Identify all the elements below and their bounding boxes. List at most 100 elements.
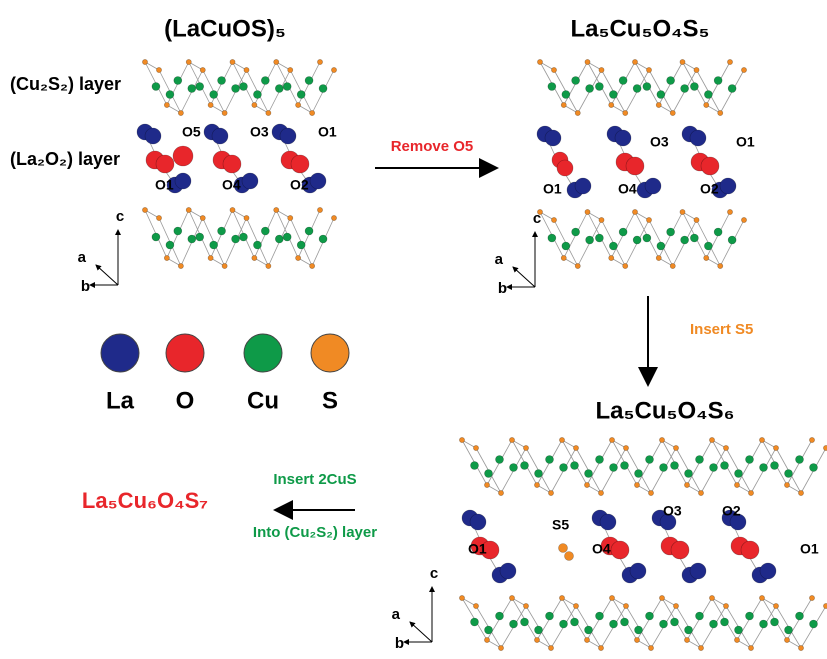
atom <box>760 464 768 472</box>
atom <box>748 645 753 650</box>
atom <box>535 626 543 634</box>
atom <box>809 437 814 442</box>
atom <box>521 618 529 626</box>
atom <box>632 59 637 64</box>
legend-label: S <box>322 387 338 414</box>
atom <box>196 233 204 241</box>
atom <box>253 241 261 249</box>
atom <box>470 514 486 530</box>
atom <box>670 263 675 268</box>
atom-label: O2 <box>290 177 309 193</box>
atom <box>609 242 617 250</box>
atom <box>598 645 603 650</box>
atom <box>635 470 643 478</box>
atom <box>784 637 789 642</box>
atom <box>710 464 718 472</box>
atom <box>156 215 161 220</box>
atom <box>684 637 689 642</box>
atom <box>500 563 516 579</box>
atom <box>196 83 204 91</box>
atom <box>178 110 183 115</box>
atom <box>222 263 227 268</box>
atom <box>773 445 778 450</box>
atom <box>619 228 627 236</box>
atom <box>208 255 213 260</box>
atom <box>498 645 503 650</box>
atom <box>561 102 566 107</box>
atom <box>670 110 675 115</box>
atom <box>667 77 675 85</box>
atom <box>175 173 191 189</box>
atom <box>210 91 218 99</box>
atom <box>252 102 257 107</box>
atom <box>681 85 689 93</box>
atom <box>671 618 679 626</box>
axis-label: a <box>78 249 87 266</box>
atom-label: O4 <box>592 541 611 557</box>
atom <box>310 110 315 115</box>
atom <box>274 59 279 64</box>
atom <box>585 626 593 634</box>
axis-label: c <box>116 208 124 225</box>
atom <box>685 626 693 634</box>
atom <box>174 77 182 85</box>
atom <box>623 603 628 608</box>
atom <box>178 263 183 268</box>
atom-label: O1 <box>318 124 337 140</box>
atom <box>709 437 714 442</box>
atom <box>773 603 778 608</box>
atom <box>621 618 629 626</box>
atom <box>548 645 553 650</box>
axis-label: b <box>81 278 90 295</box>
atom <box>562 242 570 250</box>
atom <box>575 263 580 268</box>
atom <box>510 620 518 628</box>
atom <box>164 102 169 107</box>
atom <box>186 207 191 212</box>
atom <box>646 612 654 620</box>
atom <box>701 157 719 175</box>
atom <box>698 645 703 650</box>
atom <box>748 490 753 495</box>
atom <box>723 445 728 450</box>
atom <box>680 209 685 214</box>
atom <box>244 67 249 72</box>
atom <box>721 618 729 626</box>
step-label: Remove O5 <box>391 138 474 155</box>
atom <box>586 236 594 244</box>
atom <box>698 490 703 495</box>
atom <box>585 209 590 214</box>
atom <box>560 620 568 628</box>
axis-label: c <box>430 565 438 582</box>
atom <box>671 462 679 470</box>
axis-label: c <box>533 210 541 227</box>
atom <box>485 626 493 634</box>
atom-label: S5 <box>552 517 569 533</box>
atom <box>296 255 301 260</box>
atom <box>623 445 628 450</box>
atom <box>823 445 827 450</box>
legend-swatch <box>166 334 204 372</box>
atom <box>690 130 706 146</box>
atom <box>560 464 568 472</box>
atom <box>200 215 205 220</box>
legend-swatch <box>311 334 349 372</box>
atom <box>710 620 718 628</box>
product-title: La₅Cu₆O₄S₇ <box>82 488 208 513</box>
atom <box>317 207 322 212</box>
atom <box>572 228 580 236</box>
atom <box>690 83 698 91</box>
atom <box>222 110 227 115</box>
atom <box>230 207 235 212</box>
legend: LaOCuS <box>101 334 349 414</box>
atom <box>534 637 539 642</box>
atom <box>152 83 160 91</box>
atom <box>310 173 326 189</box>
atom <box>718 110 723 115</box>
atom <box>609 102 614 107</box>
atom <box>784 482 789 487</box>
atom <box>548 490 553 495</box>
atom <box>720 178 736 194</box>
atom <box>610 620 618 628</box>
atom <box>471 618 479 626</box>
